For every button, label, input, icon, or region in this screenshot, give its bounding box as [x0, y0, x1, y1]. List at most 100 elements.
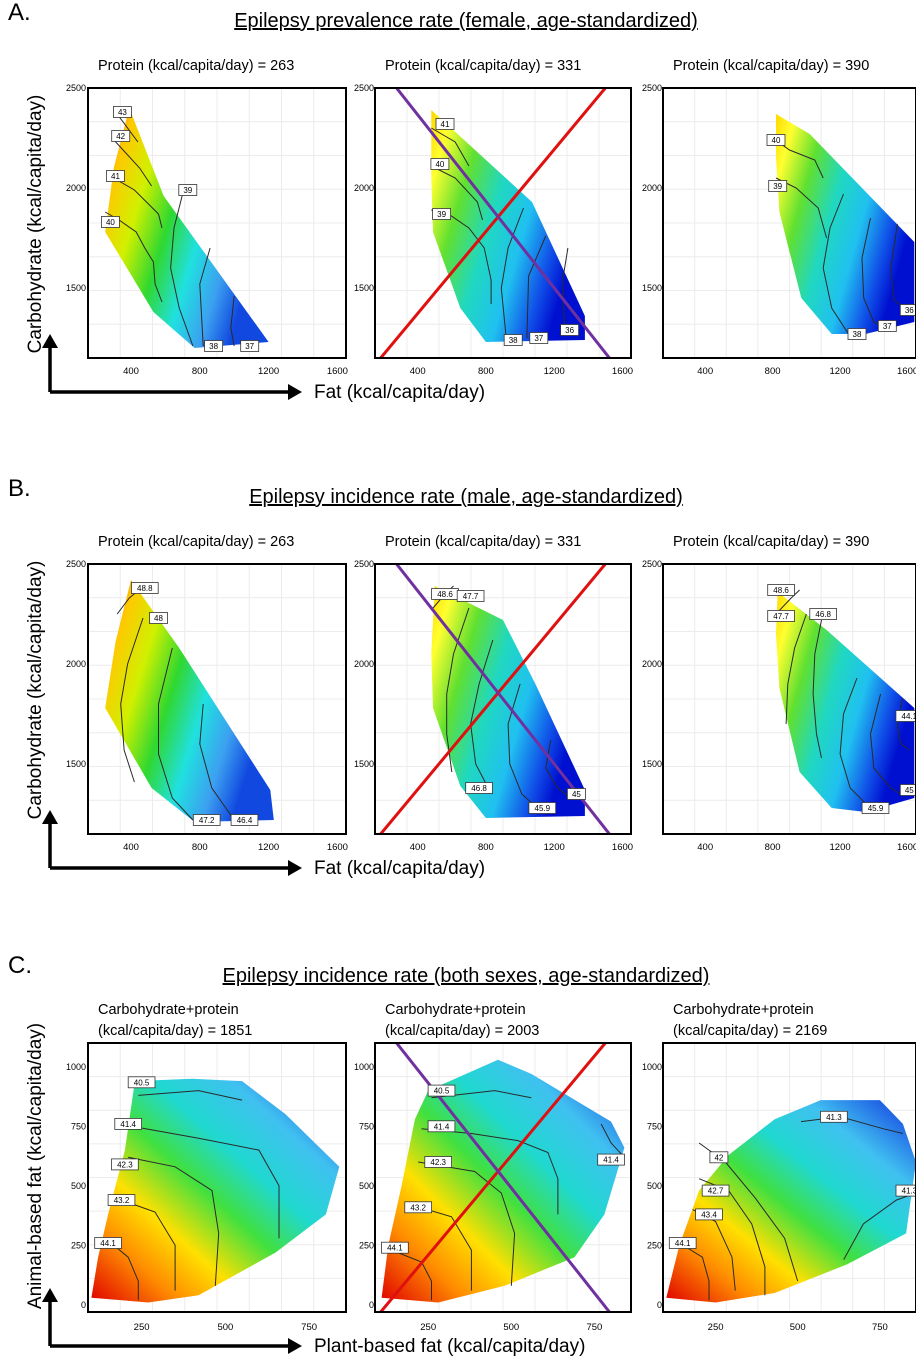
panel-subtitle: Protein (kcal/capita/day) = 331 — [385, 534, 581, 550]
y-tick-label: 500 — [647, 1181, 662, 1191]
contour-label: 43.4 — [695, 1208, 723, 1221]
response-surface — [431, 586, 585, 818]
contour-label: 38 — [847, 328, 867, 340]
contour-line — [446, 607, 470, 773]
y-tick-label: 1500 — [354, 759, 374, 769]
response-surface — [776, 592, 915, 812]
panel-subtitle: Carbohydrate+protein — [385, 1002, 526, 1018]
contour-label: 40.5 — [427, 1084, 456, 1097]
response-surface — [431, 110, 585, 342]
y-tick-label: 500 — [71, 1181, 86, 1191]
svg-text:45: 45 — [905, 786, 914, 795]
x-tick-label: 1600 — [897, 842, 916, 853]
contour-line — [199, 703, 235, 821]
contour-line — [421, 1128, 559, 1215]
red-line — [378, 564, 608, 834]
y-axis-label: Carbohydrate (kcal/capita/day) — [25, 95, 46, 354]
section-title: Epilepsy incidence rate (male, age-stand… — [249, 486, 683, 508]
contour-label: 43.2 — [404, 1201, 432, 1214]
contour-label: 45.9 — [528, 802, 557, 814]
contour-line — [199, 247, 211, 347]
panel-1: Protein (kcal/capita/day) = 263 43 42 41 40 3… — [66, 58, 348, 377]
section-2: B. Epilepsy incidence rate (male, age-sta… — [8, 475, 916, 879]
svg-text:40: 40 — [106, 218, 115, 227]
y-arrow-head — [42, 334, 58, 348]
y-tick-label: 750 — [647, 1121, 662, 1131]
panel-subtitle: (kcal/capita/day) = 1851 — [98, 1023, 252, 1039]
svg-text:44.1: 44.1 — [387, 1244, 403, 1253]
contour-label: 37 — [240, 340, 260, 352]
contour-label: 43 — [113, 106, 132, 118]
contour-label: 47.2 — [192, 814, 221, 826]
contour-label: 42 — [111, 130, 131, 142]
x-tick-label: 400 — [410, 366, 426, 377]
contour-line — [138, 1090, 243, 1101]
contour-line — [839, 677, 873, 811]
svg-text:40.5: 40.5 — [134, 1078, 150, 1087]
svg-text:39: 39 — [773, 182, 782, 191]
x-axis-label: Fat (kcal/capita/day) — [314, 382, 485, 403]
svg-text:46.4: 46.4 — [237, 816, 253, 825]
svg-text:38: 38 — [853, 330, 862, 339]
plot-frame — [87, 1042, 347, 1313]
x-tick-label: 1600 — [327, 366, 348, 377]
svg-text:45.9: 45.9 — [868, 804, 884, 813]
svg-text:46.8: 46.8 — [815, 610, 831, 619]
contour-line — [120, 617, 144, 783]
y-axis-label: Carbohydrate (kcal/capita/day) — [25, 561, 46, 820]
section-title: Epilepsy incidence rate (both sexes, age… — [223, 965, 710, 987]
svg-text:38: 38 — [509, 336, 518, 345]
svg-text:44.1: 44.1 — [675, 1239, 691, 1248]
svg-text:43.2: 43.2 — [114, 1196, 130, 1205]
contour-label: 40 — [766, 134, 786, 146]
y-tick-label: 2500 — [354, 559, 374, 569]
x-tick-label: 250 — [708, 1322, 724, 1333]
svg-text:37: 37 — [883, 322, 892, 331]
y-tick-label: 2500 — [354, 83, 374, 93]
svg-text:44.1: 44.1 — [100, 1239, 116, 1248]
contour-label: 48 — [149, 612, 168, 624]
contour-line — [785, 613, 807, 725]
contour-line — [843, 1192, 916, 1260]
y-tick-label: 1500 — [66, 283, 86, 293]
y-tick-label: 250 — [359, 1240, 374, 1250]
x-arrow-head — [288, 860, 302, 876]
contour-label: 42.7 — [701, 1184, 730, 1197]
y-tick-label: 750 — [71, 1121, 86, 1131]
x-tick-label: 800 — [478, 366, 494, 377]
contour-label: 39 — [178, 184, 198, 196]
contour-line — [600, 1123, 625, 1158]
panel-2: Protein (kcal/capita/day) = 331 48.6 47.7 4… — [354, 534, 633, 853]
y-tick-label: 750 — [359, 1121, 374, 1131]
contour-label: 43.2 — [107, 1194, 136, 1206]
contour-label: 44.1 — [895, 710, 916, 722]
svg-text:39: 39 — [437, 210, 446, 219]
x-tick-label: 750 — [872, 1322, 888, 1333]
x-tick-label: 1600 — [897, 366, 916, 377]
section-letter: A. — [8, 0, 31, 26]
svg-text:42.3: 42.3 — [430, 1158, 446, 1167]
svg-text:41.4: 41.4 — [603, 1156, 619, 1165]
plot-frame — [662, 1042, 916, 1313]
contour-label: 47.7 — [767, 610, 795, 622]
x-tick-label: 800 — [192, 842, 208, 853]
svg-text:47.2: 47.2 — [199, 816, 215, 825]
section-letter: C. — [8, 952, 32, 979]
contours — [775, 589, 910, 811]
contour-line — [158, 647, 194, 821]
contour-label: 36 — [560, 324, 579, 336]
panel-subtitle: Protein (kcal/capita/day) = 331 — [385, 58, 581, 74]
response-surface — [776, 114, 915, 334]
x-tick-label: 500 — [217, 1322, 233, 1333]
y-tick-label: 0 — [657, 1300, 662, 1310]
y-tick-label: 1500 — [66, 759, 86, 769]
x-tick-label: 400 — [697, 366, 713, 377]
x-tick-label: 250 — [134, 1322, 150, 1333]
svg-text:45: 45 — [572, 790, 581, 799]
panel-subtitle: Protein (kcal/capita/day) = 390 — [673, 58, 869, 74]
contour-label: 41 — [435, 118, 455, 130]
plot-frame — [87, 563, 347, 835]
contour-label: 41.3 — [820, 1110, 848, 1123]
y-arrow-head — [42, 1288, 58, 1302]
